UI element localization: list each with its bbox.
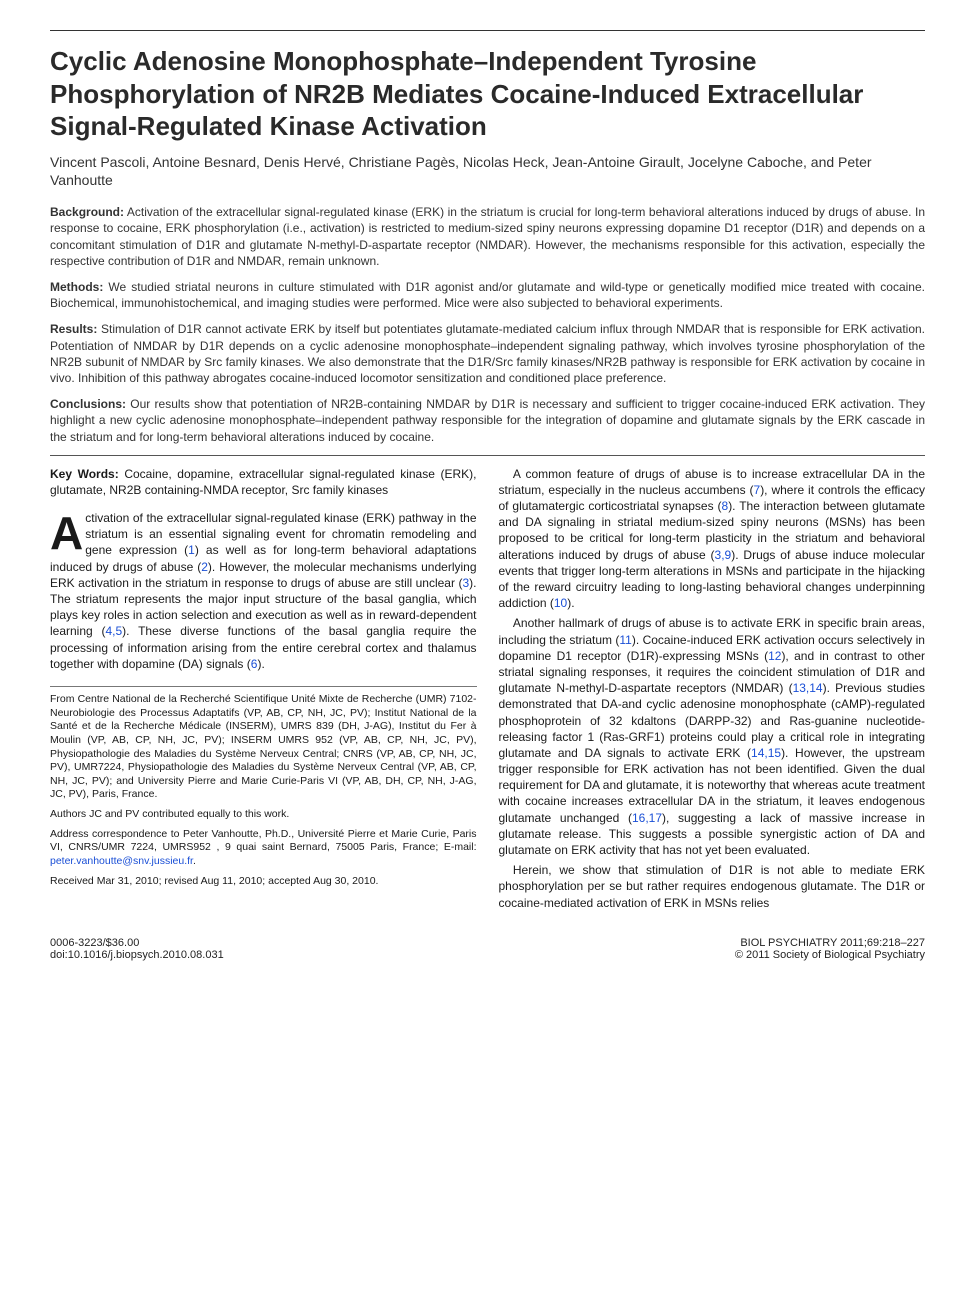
cite-2[interactable]: 2 — [201, 560, 208, 574]
abstract-background: Background: Activation of the extracellu… — [50, 204, 925, 269]
abs-label-methods: Methods: — [50, 280, 103, 294]
abstract-methods: Methods: We studied striatal neurons in … — [50, 279, 925, 311]
cite-12[interactable]: 12 — [768, 649, 781, 663]
affil-rule — [50, 686, 477, 687]
corr-email-link[interactable]: peter.vanhoutte@snv.jussieu.fr — [50, 855, 193, 867]
cite-10[interactable]: 10 — [554, 596, 567, 610]
abs-text-methods: We studied striatal neurons in culture s… — [50, 280, 925, 310]
affiliations: From Centre National de la Recherché Sci… — [50, 693, 477, 802]
body-p3: Another hallmark of drugs of abuse is to… — [499, 615, 926, 858]
keywords: Key Words: Cocaine, dopamine, extracellu… — [50, 466, 477, 498]
body-p1: Activation of the extracellular signal-r… — [50, 510, 477, 672]
cite-16-17[interactable]: 16,17 — [632, 811, 662, 825]
body-p2: A common feature of drugs of abuse is to… — [499, 466, 926, 612]
abstract-rule — [50, 455, 925, 456]
received-dates: Received Mar 31, 2010; revised Aug 11, 2… — [50, 875, 477, 889]
abs-label-results: Results: — [50, 322, 97, 336]
footer-right: BIOL PSYCHIATRY 2011;69:218–227 © 2011 S… — [735, 937, 925, 961]
abs-label-conclusions: Conclusions: — [50, 397, 126, 411]
author-list: Vincent Pascoli, Antoine Besnard, Denis … — [50, 153, 925, 191]
body-p4: Herein, we show that stimulation of D1R … — [499, 862, 926, 911]
doi: doi:10.1016/j.biopsych.2010.08.031 — [50, 949, 224, 961]
cite-13-14[interactable]: 13,14 — [793, 681, 823, 695]
abs-label-background: Background: — [50, 205, 124, 219]
cite-1[interactable]: 1 — [188, 543, 195, 557]
equal-contrib: Authors JC and PV contributed equally to… — [50, 808, 477, 822]
abstract-conclusions: Conclusions: Our results show that poten… — [50, 396, 925, 445]
top-rule — [50, 30, 925, 31]
footer-left: 0006-3223/$36.00 doi:10.1016/j.biopsych.… — [50, 937, 224, 961]
paper-title: Cyclic Adenosine Monophosphate–Independe… — [50, 45, 925, 143]
cite-3-9[interactable]: 3,9 — [715, 548, 732, 562]
abs-text-conclusions: Our results show that potentiation of NR… — [50, 397, 925, 443]
cite-14-15[interactable]: 14,15 — [751, 746, 781, 760]
abs-text-background: Activation of the extracellular signal-r… — [50, 205, 925, 268]
left-column: Key Words: Cocaine, dopamine, extracellu… — [50, 466, 477, 915]
body-columns: Key Words: Cocaine, dopamine, extracellu… — [50, 466, 925, 915]
correspondence: Address correspondence to Peter Vanhoutt… — [50, 828, 477, 869]
keywords-label: Key Words: — [50, 467, 119, 481]
abstract-results: Results: Stimulation of D1R cannot activ… — [50, 321, 925, 386]
cite-11[interactable]: 11 — [619, 633, 631, 647]
copyright: © 2011 Society of Biological Psychiatry — [735, 949, 925, 961]
right-column: A common feature of drugs of abuse is to… — [499, 466, 926, 915]
abs-text-results: Stimulation of D1R cannot activate ERK b… — [50, 322, 925, 385]
page-footer: 0006-3223/$36.00 doi:10.1016/j.biopsych.… — [50, 937, 925, 961]
cite-4-5[interactable]: 4,5 — [105, 624, 122, 638]
issn-price: 0006-3223/$36.00 — [50, 937, 224, 949]
journal-ref: BIOL PSYCHIATRY 2011;69:218–227 — [735, 937, 925, 949]
